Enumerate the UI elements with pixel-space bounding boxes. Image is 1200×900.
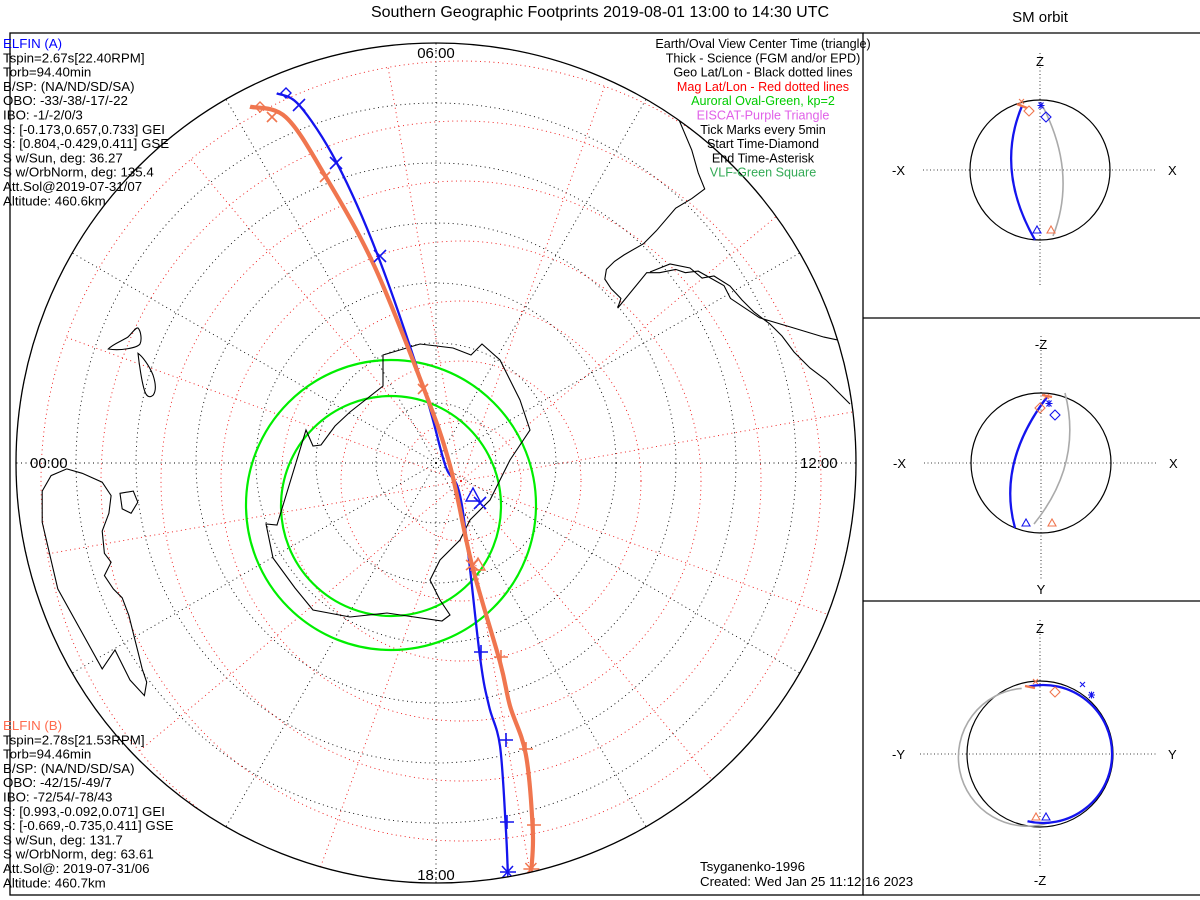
- svg-text:S w/OrbNorm, deg: 63.61: S w/OrbNorm, deg: 63.61: [3, 847, 154, 862]
- svg-text:X: X: [1169, 456, 1178, 471]
- svg-text:Start Time-Diamond: Start Time-Diamond: [707, 137, 819, 151]
- svg-text:OBO: -42/15/-49/7: OBO: -42/15/-49/7: [3, 775, 112, 790]
- svg-text:S w/Sun, deg: 36.27: S w/Sun, deg: 36.27: [3, 150, 123, 165]
- svg-text:S w/OrbNorm, deg: 135.4: S w/OrbNorm, deg: 135.4: [3, 165, 154, 180]
- svg-text:S: [0.993,-0.092,0.071] GEI: S: [0.993,-0.092,0.071] GEI: [3, 804, 165, 819]
- svg-text:Earth/Oval View Center Time (t: Earth/Oval View Center Time (triangle): [655, 37, 870, 51]
- svg-text:Geo Lat/Lon - Black dotted lin: Geo Lat/Lon - Black dotted lines: [673, 66, 852, 80]
- svg-text:S: [0.804,-0.429,0.411] GSE: S: [0.804,-0.429,0.411] GSE: [3, 136, 169, 151]
- svg-text:Tsyganenko-1996: Tsyganenko-1996: [700, 859, 805, 874]
- svg-text:Y: Y: [1037, 582, 1046, 597]
- svg-text:B/SP: (NA/ND/SD/SA): B/SP: (NA/ND/SD/SA): [3, 79, 135, 94]
- svg-text:Tspin=2.78s[21.53RPM]: Tspin=2.78s[21.53RPM]: [3, 732, 145, 747]
- svg-text:-Z: -Z: [1034, 873, 1046, 888]
- svg-text:Y: Y: [1168, 747, 1177, 762]
- svg-text:Mag Lat/Lon - Red dotted lines: Mag Lat/Lon - Red dotted lines: [677, 80, 849, 94]
- svg-text:Z: Z: [1036, 54, 1044, 69]
- svg-text:Tspin=2.67s[22.40RPM]: Tspin=2.67s[22.40RPM]: [3, 50, 145, 65]
- svg-text:Created: Wed Jan 25 11:12:16 2: Created: Wed Jan 25 11:12:16 2023: [700, 874, 913, 889]
- svg-text:End Time-Asterisk: End Time-Asterisk: [712, 151, 815, 165]
- svg-text:Southern Geographic Footprints: Southern Geographic Footprints 2019-08-0…: [371, 4, 829, 21]
- svg-text:S: [-0.173,0.657,0.733] GEI: S: [-0.173,0.657,0.733] GEI: [3, 122, 165, 137]
- svg-text:S w/Sun, deg: 131.7: S w/Sun, deg: 131.7: [3, 832, 123, 847]
- svg-text:SM orbit: SM orbit: [1012, 9, 1069, 26]
- svg-text:EISCAT-Purple Triangle: EISCAT-Purple Triangle: [697, 109, 830, 123]
- svg-text:ELFIN (B): ELFIN (B): [3, 718, 62, 733]
- svg-text:Altitude: 460.6km: Altitude: 460.6km: [3, 193, 106, 208]
- svg-text:B/SP: (NA/ND/SD/SA): B/SP: (NA/ND/SD/SA): [3, 761, 135, 776]
- svg-text:-Z: -Z: [1035, 337, 1047, 352]
- svg-text:IBO: -1/-2/0/3: IBO: -1/-2/0/3: [3, 108, 83, 123]
- svg-text:Att.Sol@: 2019-07-31/06: Att.Sol@: 2019-07-31/06: [3, 861, 150, 876]
- svg-text:18:00: 18:00: [417, 867, 455, 884]
- svg-text:Torb=94.40min: Torb=94.40min: [3, 65, 91, 80]
- svg-text:-X: -X: [893, 456, 906, 471]
- svg-text:Thick - Science (FGM and/or EP: Thick - Science (FGM and/or EPD): [666, 51, 861, 65]
- svg-text:Att.Sol@2019-07-31/07: Att.Sol@2019-07-31/07: [3, 179, 142, 194]
- svg-text:VLF-Green Square: VLF-Green Square: [710, 166, 816, 180]
- svg-text:IBO: -72/54/-78/43: IBO: -72/54/-78/43: [3, 790, 112, 805]
- svg-text:Altitude: 460.7km: Altitude: 460.7km: [3, 875, 106, 890]
- svg-text:ELFIN (A): ELFIN (A): [3, 36, 62, 51]
- svg-text:12:00: 12:00: [800, 455, 838, 472]
- svg-text:06:00: 06:00: [417, 45, 455, 62]
- svg-text:Tick Marks every 5min: Tick Marks every 5min: [700, 123, 826, 137]
- svg-text:X: X: [1168, 163, 1177, 178]
- svg-text:00:00: 00:00: [30, 455, 68, 472]
- svg-text:-X: -X: [892, 163, 905, 178]
- svg-text:S: [-0.669,-0.735,0.411] GSE: S: [-0.669,-0.735,0.411] GSE: [3, 818, 174, 833]
- svg-text:OBO: -33/-38/-17/-22: OBO: -33/-38/-17/-22: [3, 93, 128, 108]
- svg-text:Auroral Oval-Green, kp=2: Auroral Oval-Green, kp=2: [691, 94, 835, 108]
- svg-text:Z: Z: [1036, 621, 1044, 636]
- svg-text:Torb=94.46min: Torb=94.46min: [3, 747, 91, 762]
- svg-text:-Y: -Y: [892, 747, 905, 762]
